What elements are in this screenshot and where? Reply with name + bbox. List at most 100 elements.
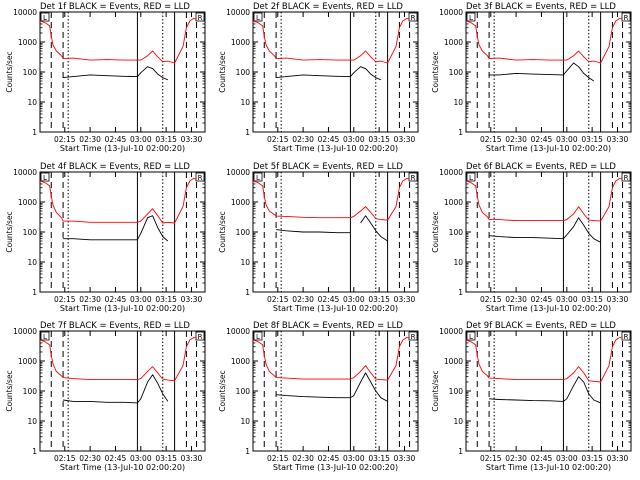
legend-box-label: R [411,333,416,341]
legend-box-label: L [469,333,473,341]
x-tick-label: 03:30 [181,454,203,463]
x-tick-label: 03:00 [130,135,152,144]
y-tick-label: 100 [236,228,251,237]
x-tick-label: 02:45 [105,454,127,463]
panel-title: Det 5f BLACK = Events, RED = LLD [253,162,403,172]
panel-title: Det 7f BLACK = Events, RED = LLD [40,321,190,331]
y-axis-label: Counts/sec [5,370,14,411]
series-events [276,215,388,242]
y-tick-label: 10000 [226,168,250,177]
legend-box-label: R [198,333,203,341]
x-tick-label: 02:45 [318,295,340,304]
x-tick-label: 02:30 [505,454,527,463]
plot-frame [39,11,206,133]
y-axis-label: Counts/sec [431,370,440,411]
y-tick-label: 10 [27,417,37,426]
legend-box-label: L [469,174,473,182]
x-tick-label: 03:00 [343,454,365,463]
x-axis-label: Start Time (13-Jul-10 02:00:20) [273,304,398,313]
y-tick-label: 1 [32,288,37,297]
detector-panel: Det 4f BLACK = Events, RED = LLD 1 10 100 10… [5,162,206,313]
x-axis-label: Start Time (13-Jul-10 02:00:20) [273,144,398,153]
plot-frame [465,11,632,133]
series-events [489,376,601,404]
y-tick-label: 100 [449,387,464,396]
x-tick-label: 02:15 [480,135,502,144]
legend-box-label: L [469,14,473,22]
plot-frame [39,171,206,293]
legend-box [621,12,631,22]
y-tick-label: 10000 [439,8,463,17]
x-tick-label: 03:15 [581,454,603,463]
y-axis-label: Counts/sec [218,51,227,92]
legend-box [466,12,476,22]
x-tick-label: 03:30 [394,454,416,463]
x-tick-label: 02:45 [318,454,340,463]
y-tick-label: 10 [27,98,37,107]
y-tick-label: 1 [458,288,463,297]
y-tick-label: 1 [245,128,250,137]
x-axis-label: Start Time (13-Jul-10 02:00:20) [486,463,611,472]
y-tick-label: 10000 [13,168,37,177]
x-axis-label: Start Time (13-Jul-10 02:00:20) [60,144,185,153]
y-axis-label: Counts/sec [431,51,440,92]
x-tick-label: 02:45 [531,295,553,304]
detector-panel: Det 5f BLACK = Events, RED = LLD 1 10 100 10… [218,162,419,313]
y-tick-label: 100 [23,387,38,396]
legend-box-label: L [256,333,260,341]
series-lld [465,178,623,222]
series-events [63,374,169,404]
y-tick-label: 1000 [18,38,37,47]
legend-box [195,331,205,341]
y-tick-label: 1000 [231,38,250,47]
x-tick-label: 03:30 [394,295,416,304]
y-tick-label: 10 [240,98,250,107]
y-tick-label: 100 [23,68,38,77]
panel-title: Det 3f BLACK = Events, RED = LLD [466,2,616,12]
detector-panel: Det 1f BLACK = Events, RED = LLD 1 10 100 10… [5,2,206,153]
series-lld [465,18,623,64]
plot-frame [465,171,632,293]
legend-box-label: R [624,333,629,341]
y-tick-label: 10000 [13,8,37,17]
x-tick-label: 02:15 [267,454,289,463]
series-events [276,372,388,402]
x-axis-label: Start Time (13-Jul-10 02:00:20) [486,144,611,153]
legend-box-label: L [43,333,47,341]
panel-title: Det 4f BLACK = Events, RED = LLD [40,162,190,172]
y-axis-label: Counts/sec [218,211,227,252]
y-tick-label: 10 [27,258,37,267]
legend-box [621,331,631,341]
x-tick-label: 02:15 [267,135,289,144]
series-lld [39,18,197,64]
legend-box-label: R [624,174,629,182]
x-tick-label: 02:45 [105,295,127,304]
x-tick-label: 03:15 [155,135,177,144]
legend-box [40,12,50,22]
y-tick-label: 100 [23,228,38,237]
legend-box [40,172,50,182]
x-tick-label: 03:15 [581,295,603,304]
legend-box-label: L [43,174,47,182]
x-tick-label: 03:15 [368,135,390,144]
panel-title: Det 8f BLACK = Events, RED = LLD [253,321,403,331]
y-tick-label: 1 [245,288,250,297]
plot-frame [39,330,206,452]
y-tick-label: 1000 [231,198,250,207]
legend-box [408,331,418,341]
plot-frame [252,171,419,293]
x-tick-label: 03:15 [581,135,603,144]
y-tick-label: 10000 [226,327,250,336]
series-lld [252,337,410,381]
plot-frame [252,330,419,452]
series-events [276,66,381,81]
detector-panel: Det 2f BLACK = Events, RED = LLD 1 10 100 10… [218,2,419,153]
x-tick-label: 02:15 [480,454,502,463]
y-tick-label: 100 [236,387,251,396]
x-tick-label: 03:00 [130,454,152,463]
detector-panel: Det 6f BLACK = Events, RED = LLD 1 10 100 10… [431,162,632,313]
y-tick-label: 10000 [439,327,463,336]
y-tick-label: 1 [458,447,463,456]
series-events [489,217,601,243]
y-tick-label: 1 [458,128,463,137]
